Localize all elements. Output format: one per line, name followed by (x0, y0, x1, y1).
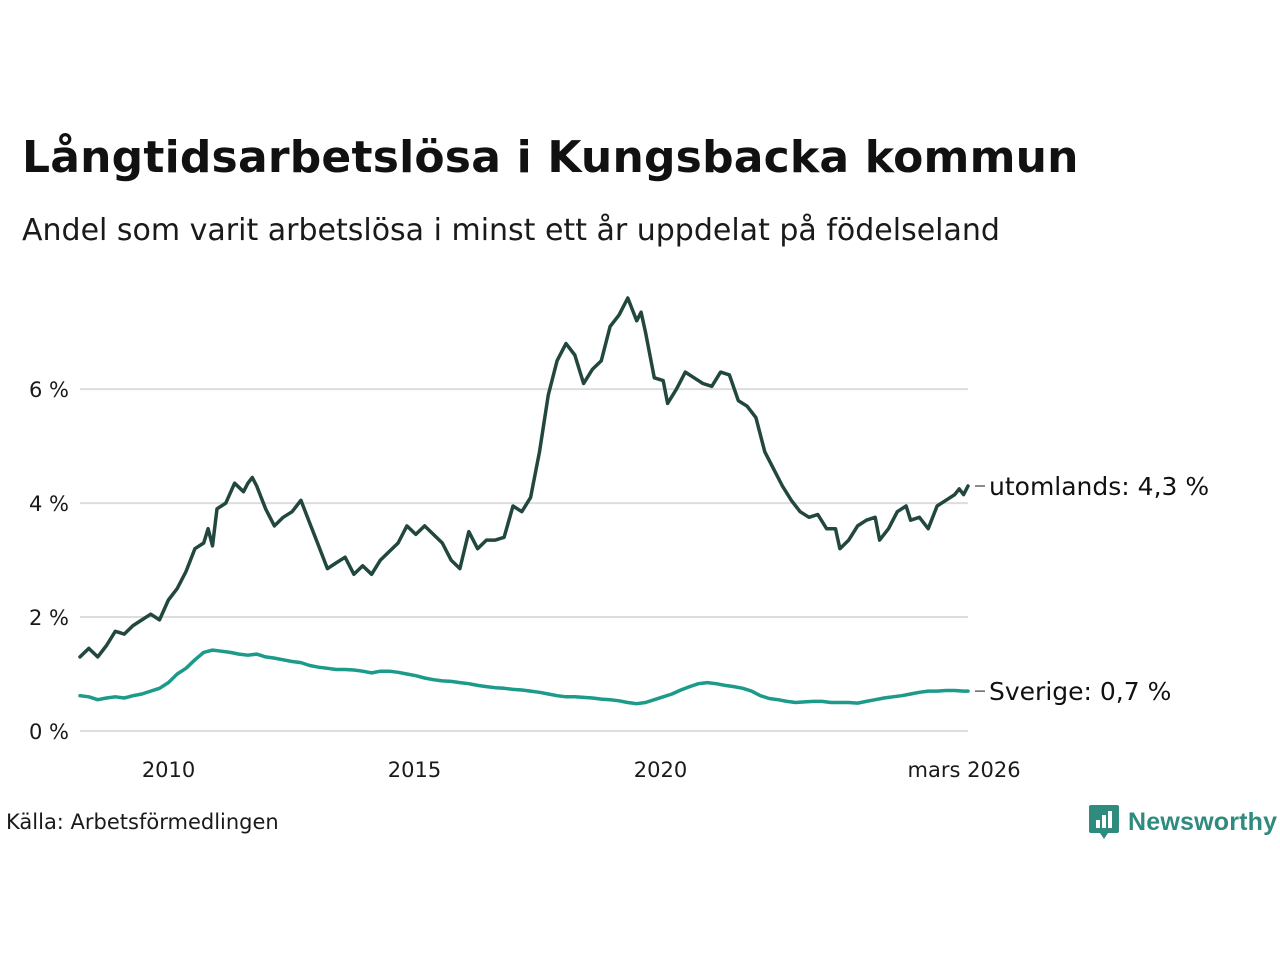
source-note: Källa: Arbetsförmedlingen (6, 810, 279, 834)
x-tick-label: mars 2026 (908, 758, 1021, 782)
newsworthy-logo-icon (1088, 804, 1120, 840)
y-tick-label: 2 % (29, 606, 69, 630)
series-lines (80, 298, 968, 704)
series-line-sverige (80, 650, 968, 704)
x-tick-label: 2020 (634, 758, 687, 782)
series-line-utomlands (80, 298, 968, 657)
x-tick-label: 2010 (142, 758, 195, 782)
end-labels: utomlands: 4,3 % Sverige: 0,7 % (975, 472, 1209, 706)
y-axis-ticks: 0 % 2 % 4 % 6 % (29, 378, 69, 744)
x-tick-label: 2015 (388, 758, 441, 782)
x-axis-ticks: 2010 2015 2020 mars 2026 (142, 758, 1021, 782)
newsworthy-logo-text: Newsworthy (1128, 808, 1277, 837)
newsworthy-logo: Newsworthy (1088, 804, 1277, 840)
y-tick-label: 4 % (29, 492, 69, 516)
gridlines (80, 389, 968, 731)
end-label-sverige: Sverige: 0,7 % (989, 677, 1171, 706)
y-tick-label: 0 % (29, 720, 69, 744)
end-label-utomlands: utomlands: 4,3 % (989, 472, 1209, 501)
y-tick-label: 6 % (29, 378, 69, 402)
